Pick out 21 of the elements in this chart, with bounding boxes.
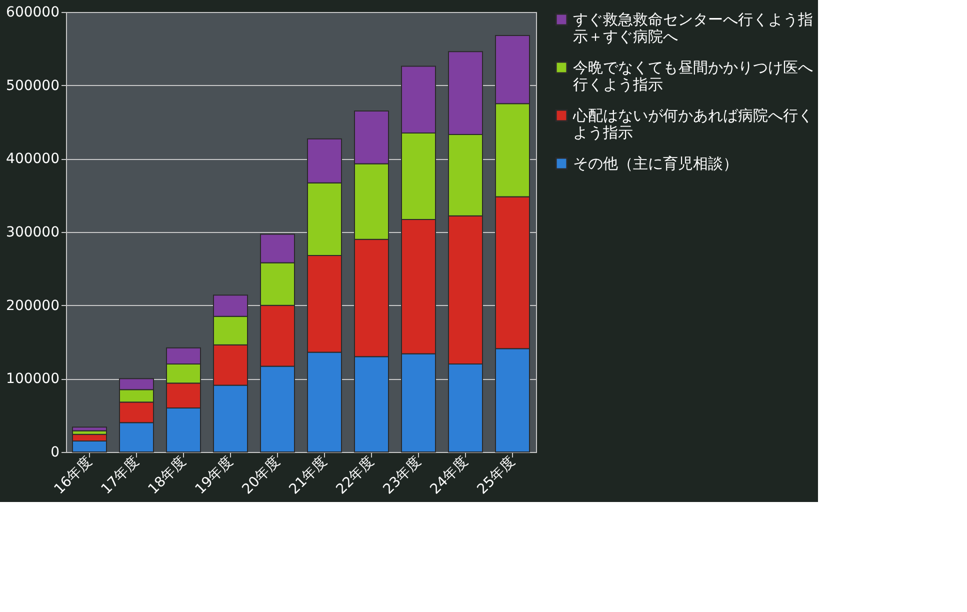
x-tick-label: 23年度	[380, 454, 424, 498]
x-tick-label: 21年度	[286, 454, 330, 498]
y-tick-label: 0	[50, 444, 60, 460]
x-tick-label: 18年度	[145, 454, 190, 498]
x-tick-label: 22年度	[333, 454, 378, 498]
legend-label: その他（主に育児相談）	[573, 154, 738, 172]
y-tick-label: 100000	[6, 371, 60, 388]
x-tick-label: 19年度	[192, 454, 236, 498]
x-tick-label: 20年度	[239, 454, 284, 498]
y-tick-label: 400000	[6, 151, 60, 168]
x-tick-label: 17年度	[98, 454, 142, 498]
legend-label: 今晩でなくても昼間かかりつけ医へ行くよう指示	[573, 58, 813, 94]
y-tick-label: 200000	[6, 298, 60, 314]
x-tick-label: 25年度	[474, 454, 518, 498]
y-tick-label: 300000	[6, 224, 60, 240]
y-tick-label: 600000	[6, 4, 60, 20]
bar	[72, 426, 107, 432]
legend-label: すぐ救急救命センターへ行くよう指示＋すぐ病院へ	[573, 10, 813, 46]
y-tick-label: 500000	[6, 78, 60, 94]
legend-label: 心配はないが何かあれば病院へ行くよう指示	[572, 106, 813, 142]
x-tick-label: 24年度	[427, 454, 472, 498]
